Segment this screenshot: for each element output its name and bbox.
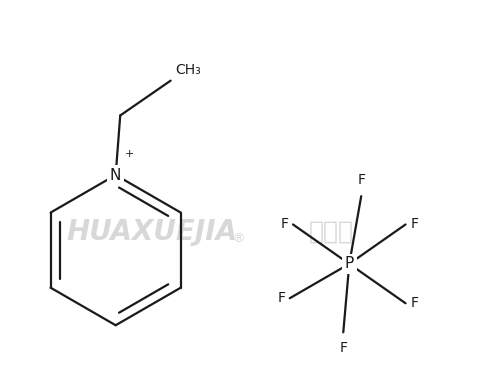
Text: N: N [110,167,121,183]
Text: F: F [410,218,418,231]
Text: HUAXUEJIA: HUAXUEJIA [67,218,238,246]
Text: +: + [125,150,134,160]
Text: ®: ® [232,232,245,245]
Text: F: F [410,296,418,310]
Text: 化学加: 化学加 [309,220,353,244]
Text: F: F [357,173,365,187]
Text: F: F [339,341,347,356]
Text: F: F [277,291,285,305]
Text: F: F [280,218,288,231]
Text: P: P [344,256,354,271]
Text: CH₃: CH₃ [175,63,201,77]
